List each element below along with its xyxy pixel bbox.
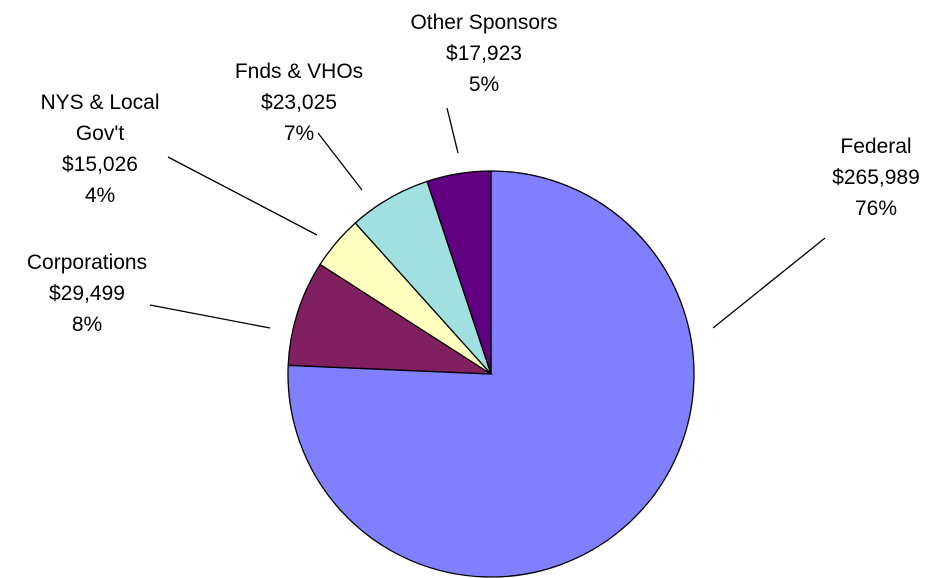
label-name: Fnds & VHOs [234,60,364,83]
label-value: $265,989 [832,166,920,189]
label-value: $17,923 [446,42,522,65]
slices [287,170,695,578]
pie-slice [287,263,494,375]
label-percent: 5% [468,73,500,96]
slice-label: Fnds & VHOs $23,025 7% [209,56,389,149]
leader-line [317,132,363,191]
label-value: $29,499 [49,282,125,305]
label-percent: 8% [71,313,103,336]
label-percent: 7% [283,122,315,145]
slice-label: Federal $265,989 76% [786,131,936,224]
pie-slice [426,170,492,375]
leader-line [167,156,318,236]
label-value: $23,025 [261,91,337,114]
label-name: Corporations [26,251,148,274]
slice-label: NYS & Local Gov't $15,026 4% [30,87,170,211]
slice-label: Corporations $29,499 8% [0,247,177,340]
label-name: Federal [840,135,912,158]
slice-label: Other Sponsors $17,923 5% [384,7,584,100]
label-name: NYS & Local Gov't [40,91,160,145]
leader-line [149,304,271,329]
label-name: Other Sponsors [410,11,558,34]
label-value: $15,026 [62,153,138,176]
leader-line [712,237,826,329]
label-percent: 4% [84,184,116,207]
leader-line [446,107,459,154]
label-percent: 76% [854,197,898,220]
